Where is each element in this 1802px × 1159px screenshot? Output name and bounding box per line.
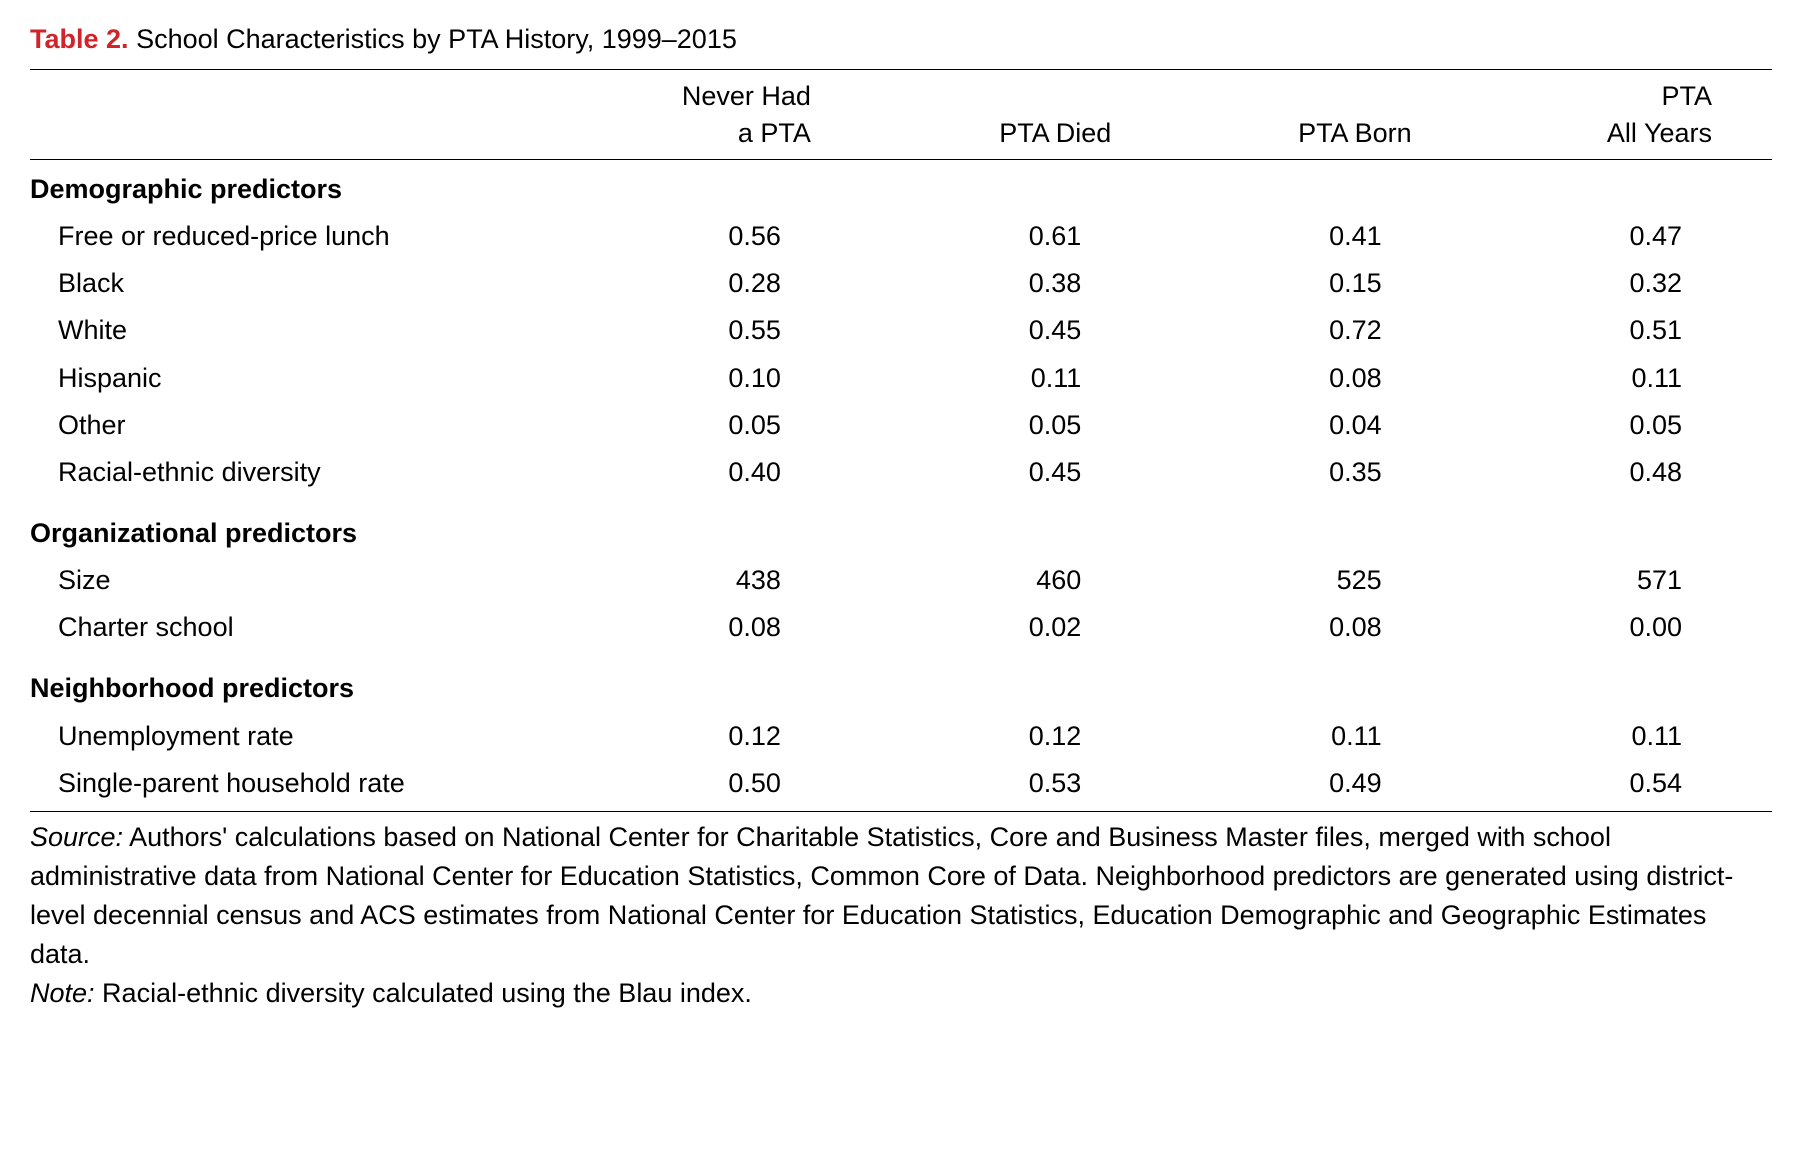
cell-value: 0.11 [1472,713,1772,760]
table-row: Other0.050.050.040.05 [30,402,1772,449]
cell-value: 438 [561,557,871,604]
cell-value: 0.47 [1472,213,1772,260]
col-header-never: Never Had a PTA [561,70,871,160]
cell-value: 0.05 [1472,402,1772,449]
row-label: Other [30,402,561,449]
cell-value: 0.45 [871,449,1171,496]
section-heading-row: Demographic predictors [30,160,1772,214]
table-title-text: School Characteristics by PTA History, 1… [136,24,737,54]
note-label: Note: [30,978,95,1008]
cell-value: 0.00 [1472,604,1772,651]
cell-value: 571 [1472,557,1772,604]
table-row: Charter school0.080.020.080.00 [30,604,1772,651]
section-heading: Organizational predictors [30,496,1772,557]
cell-value: 0.05 [871,402,1171,449]
table-header-row: Never Had a PTA PTA Died PTA Born PTA Al… [30,70,1772,160]
table-row: Hispanic0.100.110.080.11 [30,355,1772,402]
note-line: Note: Racial-ethnic diversity calculated… [30,974,1772,1013]
section-heading: Neighborhood predictors [30,651,1772,712]
cell-value: 0.51 [1472,307,1772,354]
row-label: Size [30,557,561,604]
col-header-line1: PTA [1661,81,1712,111]
table-label: Table 2. [30,24,129,54]
cell-value: 0.02 [871,604,1171,651]
col-header-line2: a PTA [738,118,811,148]
row-label: Unemployment rate [30,713,561,760]
cell-value: 0.55 [561,307,871,354]
table-row: Black0.280.380.150.32 [30,260,1772,307]
cell-value: 0.35 [1171,449,1471,496]
col-header-all: PTA All Years [1472,70,1772,160]
row-label: Charter school [30,604,561,651]
cell-value: 0.05 [561,402,871,449]
table-container: Table 2. School Characteristics by PTA H… [30,20,1772,1014]
cell-value: 0.38 [871,260,1171,307]
row-label: Hispanic [30,355,561,402]
cell-value: 0.12 [561,713,871,760]
table-row: Size438460525571 [30,557,1772,604]
cell-value: 0.04 [1171,402,1471,449]
source-text: Authors' calculations based on National … [30,822,1733,969]
cell-value: 0.12 [871,713,1171,760]
table-notes: Source: Authors' calculations based on N… [30,812,1772,1014]
table-row: Racial-ethnic diversity0.400.450.350.48 [30,449,1772,496]
section-heading: Demographic predictors [30,160,1772,214]
note-text: Racial-ethnic diversity calculated using… [95,978,752,1008]
table-row: Free or reduced-price lunch0.560.610.410… [30,213,1772,260]
cell-value: 0.10 [561,355,871,402]
cell-value: 0.49 [1171,760,1471,812]
row-label: Single-parent household rate [30,760,561,812]
cell-value: 0.72 [1171,307,1471,354]
cell-value: 0.28 [561,260,871,307]
col-header-line2: All Years [1607,118,1712,148]
col-header-born: PTA Born [1171,70,1471,160]
source-label: Source: [30,822,123,852]
cell-value: 525 [1171,557,1471,604]
cell-value: 0.48 [1472,449,1772,496]
col-header-blank [30,70,561,160]
cell-value: 0.53 [871,760,1171,812]
cell-value: 0.11 [1171,713,1471,760]
row-label: Black [30,260,561,307]
cell-value: 0.08 [561,604,871,651]
data-table: Never Had a PTA PTA Died PTA Born PTA Al… [30,69,1772,812]
col-header-line2: PTA Died [999,118,1111,148]
row-label: White [30,307,561,354]
cell-value: 0.40 [561,449,871,496]
table-row: Unemployment rate0.120.120.110.11 [30,713,1772,760]
row-label: Racial-ethnic diversity [30,449,561,496]
section-heading-row: Organizational predictors [30,496,1772,557]
cell-value: 0.61 [871,213,1171,260]
table-row: White0.550.450.720.51 [30,307,1772,354]
cell-value: 460 [871,557,1171,604]
table-body: Demographic predictorsFree or reduced-pr… [30,160,1772,812]
cell-value: 0.11 [1472,355,1772,402]
row-label: Free or reduced-price lunch [30,213,561,260]
col-header-line1: Never Had [682,81,811,111]
cell-value: 0.45 [871,307,1171,354]
cell-value: 0.08 [1171,604,1471,651]
cell-value: 0.15 [1171,260,1471,307]
table-caption: Table 2. School Characteristics by PTA H… [30,20,1772,69]
cell-value: 0.54 [1472,760,1772,812]
col-header-line2: PTA Born [1298,118,1412,148]
cell-value: 0.41 [1171,213,1471,260]
cell-value: 0.56 [561,213,871,260]
section-heading-row: Neighborhood predictors [30,651,1772,712]
cell-value: 0.08 [1171,355,1471,402]
table-row: Single-parent household rate0.500.530.49… [30,760,1772,812]
source-line: Source: Authors' calculations based on N… [30,818,1772,975]
cell-value: 0.50 [561,760,871,812]
cell-value: 0.32 [1472,260,1772,307]
cell-value: 0.11 [871,355,1171,402]
col-header-died: PTA Died [871,70,1171,160]
